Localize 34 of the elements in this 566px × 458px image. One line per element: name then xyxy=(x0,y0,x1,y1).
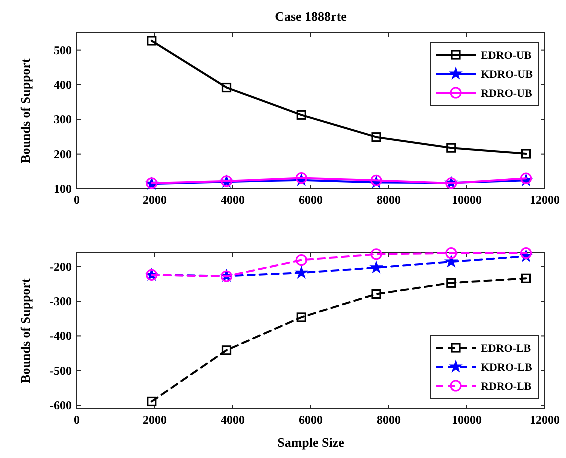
legend-label: KDRO-UB xyxy=(481,69,534,81)
y-axis-title: Bounds of Support xyxy=(18,278,33,384)
x-tick-label: 8000 xyxy=(377,193,401,207)
legend-label: EDRO-UB xyxy=(481,50,532,62)
legend-label: KDRO-LB xyxy=(481,362,533,374)
x-tick-label: 12000 xyxy=(530,413,560,427)
y-tick-label: -600 xyxy=(50,398,72,413)
legend-label: EDRO-LB xyxy=(481,343,532,355)
legend-label: RDRO-LB xyxy=(481,381,532,393)
y-tick-label: -300 xyxy=(50,294,72,309)
x-axis-title: Sample Size xyxy=(278,435,345,450)
y-tick-label: 400 xyxy=(54,78,72,92)
x-tick-label: 2000 xyxy=(143,413,167,427)
y-tick-label: 300 xyxy=(54,112,72,127)
legend-label: RDRO-UB xyxy=(481,88,533,100)
x-tick-label: 10000 xyxy=(452,193,482,207)
y-tick-label: 100 xyxy=(54,182,72,196)
x-tick-label: 2000 xyxy=(143,193,167,207)
x-tick-label: 6000 xyxy=(299,193,323,207)
x-tick-label: 12000 xyxy=(530,193,560,207)
y-tick-label: 500 xyxy=(54,43,72,58)
x-tick-label: 6000 xyxy=(299,413,323,427)
x-tick-label: 0 xyxy=(74,193,80,207)
y-tick-label: 200 xyxy=(54,147,72,162)
chart-title: Case 1888rte xyxy=(275,9,348,24)
y-tick-label: -400 xyxy=(50,329,72,344)
x-tick-label: 10000 xyxy=(452,413,482,427)
y-axis-title: Bounds of Support xyxy=(18,58,33,164)
x-tick-label: 4000 xyxy=(221,413,245,427)
y-tick-label: -500 xyxy=(50,364,72,378)
x-tick-label: 4000 xyxy=(221,193,245,207)
x-tick-label: 0 xyxy=(74,413,80,427)
x-tick-label: 8000 xyxy=(377,413,401,427)
y-tick-label: -200 xyxy=(50,260,72,274)
